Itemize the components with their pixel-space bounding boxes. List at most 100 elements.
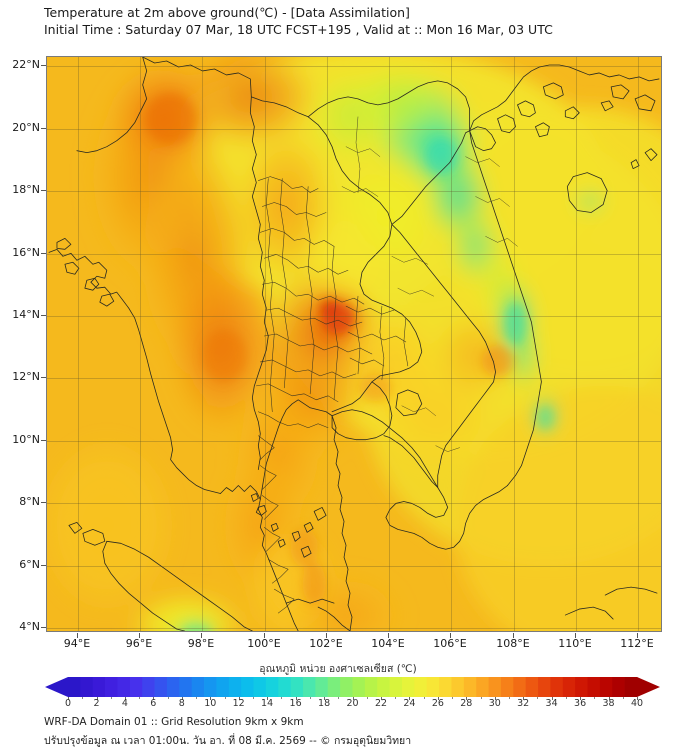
- colorbar-segment: [290, 677, 304, 697]
- colorbar-segment: [154, 677, 168, 697]
- colorbar-tick: [124, 697, 126, 700]
- colorbar-tick-label: 14: [261, 698, 274, 709]
- x-tick-label: 96°E: [125, 637, 153, 650]
- colorbar-segment: [364, 677, 378, 697]
- colorbar-tick-label: 26: [431, 698, 444, 709]
- colorbar-segment: [265, 677, 279, 697]
- temperature-map: [46, 56, 662, 632]
- colorbar-minor-tick: [224, 697, 226, 699]
- x-tick-label: 98°E: [187, 637, 215, 650]
- colorbar-minor-tick: [281, 697, 283, 699]
- colorbar-tick-label: 40: [630, 698, 644, 709]
- colorbar-segment: [278, 677, 291, 697]
- colorbar-tick-label: 16: [289, 698, 302, 709]
- y-tick-label: 12°N: [12, 370, 40, 383]
- colorbar-segment: [303, 677, 316, 697]
- y-tick-label: 18°N: [12, 183, 40, 196]
- x-tick-label: 102°E: [309, 637, 343, 650]
- colorbar-svg: [45, 677, 660, 697]
- colorbar-segment: [228, 677, 242, 697]
- colorbar: อุณหภูมิ หน่วย องศาเซลเซียส (℃) 0 2 4 6 8 10 1…: [0, 660, 676, 712]
- colorbar-tick: [608, 697, 610, 700]
- y-tick-label: 16°N: [12, 246, 40, 259]
- colorbar-tick: [352, 697, 354, 700]
- y-tick-label: 20°N: [12, 121, 40, 134]
- colorbar-minor-tick: [167, 697, 169, 699]
- y-tick-label: 10°N: [12, 433, 40, 446]
- colorbar-segment: [315, 677, 329, 697]
- colorbar-minor-tick: [565, 697, 567, 699]
- temperature-field: [47, 57, 661, 631]
- colorbar-segment: [142, 677, 155, 697]
- colorbar-tick: [437, 697, 439, 700]
- colorbar-tick-label: 2: [93, 698, 100, 709]
- colorbar-tick: [181, 697, 183, 700]
- footer-update-info: ปรับปรุงข้อมูล ณ เวลา 01:00น. วัน อา. ที…: [44, 735, 412, 747]
- colorbar-minor-tick: [110, 697, 112, 699]
- colorbar-segment: [476, 677, 489, 697]
- header-block: Temperature at 2m above ground(℃) - [Dat…: [44, 4, 644, 38]
- colorbar-tick-label: 18: [318, 698, 331, 709]
- colorbar-tick: [409, 697, 411, 700]
- x-tick-label: 100°E: [247, 637, 281, 650]
- colorbar-tick: [523, 697, 525, 700]
- x-tick-label: 112°E: [620, 637, 654, 650]
- colorbar-tick-label: 8: [178, 698, 185, 709]
- colorbar-segment: [204, 677, 217, 697]
- colorbar-minor-tick: [622, 697, 624, 699]
- x-tick-label: 94°E: [63, 637, 91, 650]
- colorbar-tick-label: 22: [374, 698, 388, 709]
- colorbar-tick-label: 32: [517, 698, 530, 709]
- map-outlines: [48, 57, 660, 631]
- colorbar-segment: [550, 677, 564, 697]
- colorbar-segment: [439, 677, 452, 697]
- colorbar-segment: [241, 677, 254, 697]
- colorbar-tick-label: 20: [346, 698, 359, 709]
- colorbar-tick: [153, 697, 155, 700]
- colorbar-tick: [295, 697, 297, 700]
- colorbar-minor-tick: [537, 697, 539, 699]
- colorbar-tick: [96, 697, 98, 700]
- colorbar-minor-tick: [82, 697, 84, 699]
- colorbar-tick-label: 30: [488, 698, 501, 709]
- colorbar-segment: [414, 677, 428, 697]
- colorbar-tick: [210, 697, 212, 700]
- y-tick-label: 22°N: [12, 58, 40, 71]
- colorbar-tick: [324, 697, 326, 700]
- colorbar-minor-tick: [452, 697, 454, 699]
- map-canvas: [47, 57, 661, 631]
- colorbar-segment: [538, 677, 551, 697]
- colorbar-title: อุณหภูมิ หน่วย องศาเซลเซียส (℃): [259, 663, 417, 675]
- colorbar-segment: [500, 677, 514, 697]
- colorbar-tick: [466, 697, 468, 700]
- colorbar-segment: [599, 677, 613, 697]
- colorbar-tick-label: 10: [204, 698, 217, 709]
- x-tick-label: 110°E: [558, 637, 592, 650]
- colorbar-minor-tick: [366, 697, 368, 699]
- colorbar-segment: [327, 677, 341, 697]
- page-subtitle: Initial Time : Saturday 07 Mar, 18 UTC F…: [44, 22, 553, 37]
- colorbar-segment: [389, 677, 403, 697]
- colorbar-tick-label: 34: [545, 698, 558, 709]
- colorbar-segment: [612, 677, 625, 697]
- colorbar-tick: [267, 697, 269, 700]
- colorbar-segment: [525, 677, 539, 697]
- colorbar-segment: [352, 677, 366, 697]
- colorbar-tick-label: 24: [403, 698, 416, 709]
- colorbar-segment: [451, 677, 465, 697]
- colorbar-tick: [494, 697, 496, 700]
- colorbar-tick: [551, 697, 553, 700]
- colorbar-minor-tick: [309, 697, 311, 699]
- colorbar-segment: [92, 677, 106, 697]
- colorbar-tick-label: 36: [574, 698, 587, 709]
- colorbar-segment: [68, 677, 81, 697]
- colorbar-tick: [381, 697, 382, 700]
- colorbar-minor-tick: [509, 697, 510, 699]
- colorbar-segment: [191, 677, 205, 697]
- colorbar-segment: [488, 677, 502, 697]
- colorbar-gradient: [45, 677, 660, 697]
- colorbar-tick-label: 38: [602, 698, 615, 709]
- colorbar-tick: [580, 697, 582, 700]
- colorbar-segment: [624, 677, 638, 697]
- colorbar-segment: [377, 677, 390, 697]
